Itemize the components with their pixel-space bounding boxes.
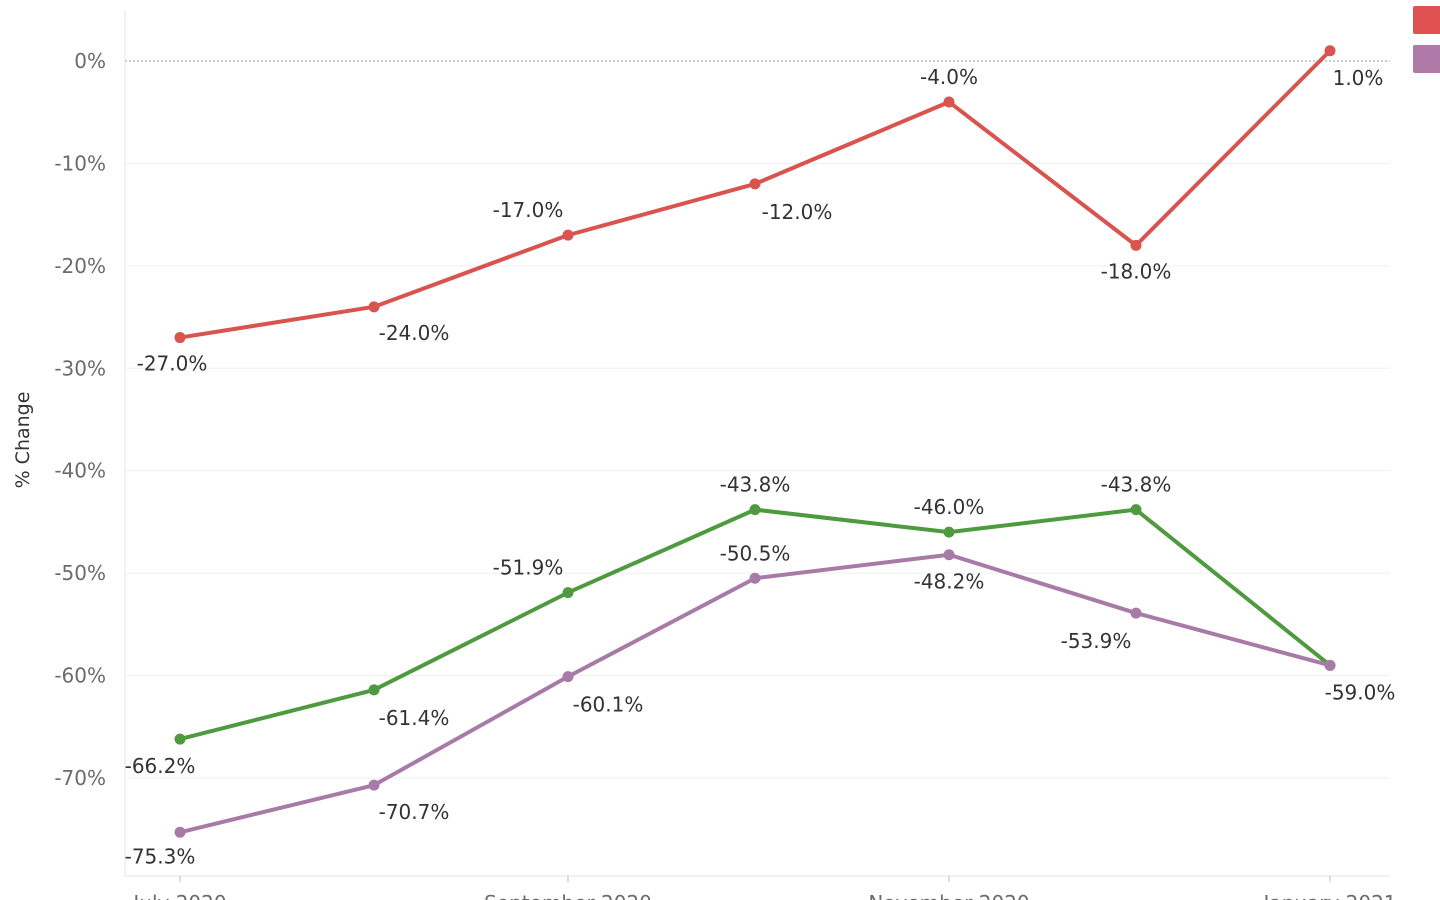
data-label: -50.5% [720,541,791,565]
data-label: -61.4% [379,706,450,730]
axes: 0% -10% -20% -30% -40% -50% -60% -70% July 2020 S… [12,10,1397,900]
data-labels: -27.0% -24.0% -17.0% -12.0% -4.0% -18.0% 1.0% -… [125,65,1396,868]
data-label: -24.0% [379,321,450,345]
y-tick-label: -20% [54,254,106,278]
data-point [174,332,186,344]
legend-swatch [1413,6,1440,34]
data-point [749,572,761,584]
data-label: -48.2% [914,570,985,594]
data-point [1130,607,1142,619]
y-tick-label: -50% [54,561,106,585]
data-label: -66.2% [125,754,196,778]
data-label: -75.3% [125,844,196,868]
data-label: -53.9% [1061,629,1132,653]
data-point [1130,504,1142,516]
legend-swatch [1413,45,1440,73]
data-label: -43.8% [1101,473,1172,497]
y-tick-label: -70% [54,766,106,790]
data-point [174,733,186,745]
data-point [368,684,380,696]
data-label: -4.0% [920,65,978,89]
x-tick-label: January 2021 [1261,891,1396,900]
y-tick-label: -10% [54,151,106,175]
data-point [562,587,574,599]
data-point [943,96,955,108]
y-axis-title: % Change [12,392,34,489]
gridlines [125,60,1390,779]
y-tick-label: -30% [54,356,106,380]
legend [1413,6,1440,73]
data-point [1324,45,1336,57]
data-label: -43.8% [720,473,791,497]
data-label: -18.0% [1101,259,1172,283]
data-point [562,671,574,683]
data-label: -60.1% [573,693,644,717]
data-label: -51.9% [493,556,564,580]
data-point [174,826,186,838]
data-point [943,549,955,561]
data-label: -12.0% [762,200,833,224]
data-point [1130,239,1142,251]
data-label: 1.0% [1333,66,1384,90]
data-point [1324,659,1336,671]
series-group [174,45,1336,838]
x-tick-label: July 2020 [131,891,226,900]
data-label: -17.0% [493,198,564,222]
series-line [178,48,1332,340]
y-tick-label: -60% [54,664,106,688]
data-point [749,504,761,516]
data-label: -27.0% [137,352,208,376]
x-tick-label: September 2020 [484,891,652,900]
data-label: -70.7% [379,800,450,824]
data-point [368,779,380,791]
data-label: -59.0% [1325,680,1396,704]
data-point [562,229,574,241]
x-tick-label: November 2020 [868,891,1029,900]
data-point [368,301,380,313]
data-label: -46.0% [914,495,985,519]
y-tick-label: 0% [74,49,106,73]
y-tick-label: -40% [54,459,106,483]
data-point [749,178,761,190]
data-point [943,526,955,538]
